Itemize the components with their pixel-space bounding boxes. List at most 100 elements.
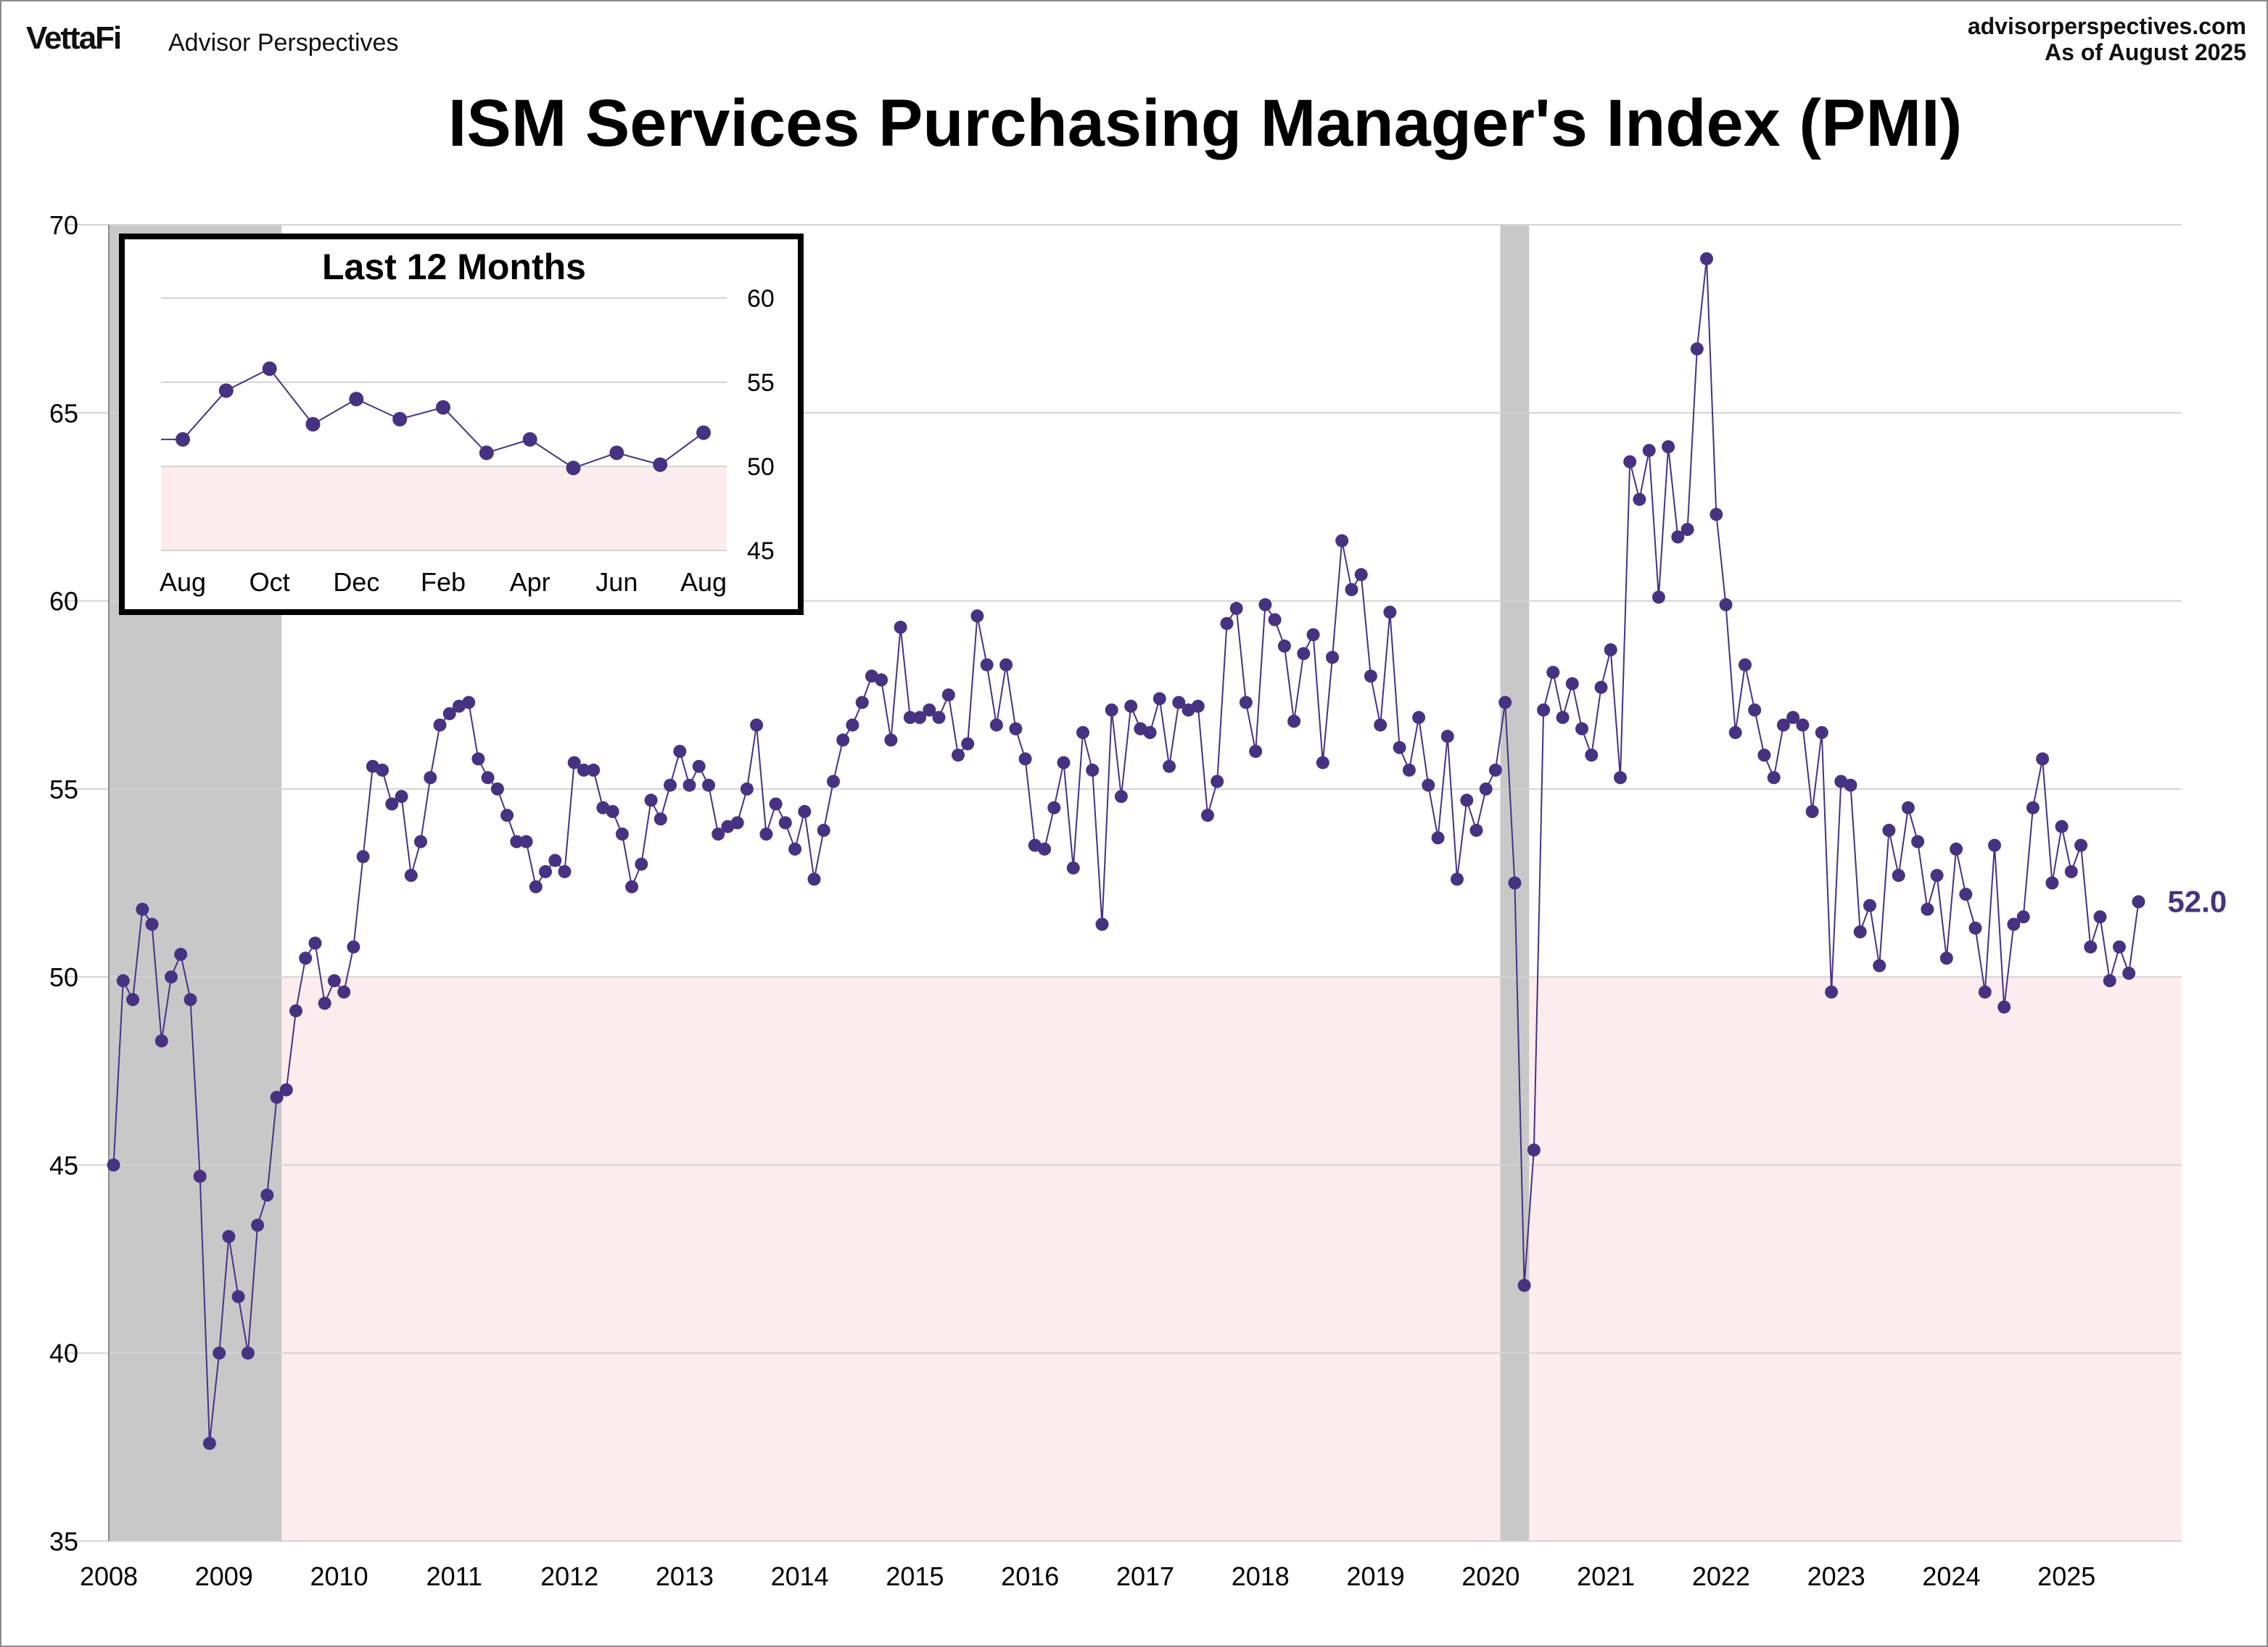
data-point: [165, 970, 178, 984]
data-point: [1124, 699, 1138, 713]
data-point: [241, 1346, 255, 1360]
data-point: [1585, 748, 1599, 762]
data-point: [1662, 440, 1675, 453]
data-point: [116, 974, 130, 988]
data-point: [1018, 752, 1032, 766]
x-tick-label-2017: 2017: [1116, 1561, 1174, 1591]
data-point: [1306, 628, 1320, 642]
data-point: [1681, 523, 1694, 536]
data-point: [875, 673, 888, 687]
data-point: [1863, 899, 1876, 912]
data-point: [2122, 967, 2136, 980]
data-point: [174, 948, 188, 961]
data-point: [433, 718, 447, 732]
last-value-label: 52.0: [2167, 884, 2227, 918]
data-point: [884, 733, 898, 747]
data-point: [644, 793, 658, 807]
data-point: [395, 790, 408, 804]
data-point: [356, 850, 370, 864]
data-point: [1451, 872, 1464, 886]
inset-data-point: [653, 457, 668, 472]
data-point: [894, 620, 907, 634]
data-point: [1009, 722, 1023, 735]
inset-y-tick-label-55: 55: [747, 369, 775, 397]
data-point: [1412, 711, 1426, 725]
data-point: [1335, 534, 1349, 548]
data-point: [1527, 1143, 1541, 1157]
data-point: [1249, 745, 1263, 758]
main-x-axis: 2008 2009 2010 2011 2012 2013 2014 2015 2016 2017…: [80, 1561, 2095, 1591]
data-point: [1575, 722, 1588, 735]
data-point: [855, 695, 869, 709]
inset-y-tick-label-60: 60: [747, 285, 775, 313]
data-point: [1748, 703, 1762, 717]
x-tick-label-2021: 2021: [1577, 1561, 1635, 1591]
data-point: [260, 1188, 274, 1202]
data-point: [1297, 647, 1311, 661]
data-point: [1402, 763, 1416, 777]
x-tick-label-2011: 2011: [426, 1561, 482, 1591]
data-point: [1853, 925, 1867, 938]
data-point: [1268, 613, 1282, 627]
data-point: [1517, 1279, 1531, 1292]
data-point: [702, 778, 715, 792]
data-point: [778, 816, 792, 830]
data-point: [740, 782, 754, 796]
data-point: [548, 854, 562, 867]
data-point: [653, 812, 667, 826]
x-tick-label-2024: 2024: [1922, 1561, 1980, 1591]
data-point: [1393, 740, 1406, 754]
data-point: [567, 756, 581, 769]
data-point: [471, 752, 485, 766]
data-point: [490, 782, 504, 796]
data-point: [213, 1346, 226, 1360]
data-point: [1220, 616, 1234, 630]
data-point: [730, 816, 744, 830]
data-point: [337, 985, 351, 999]
data-point: [2064, 864, 2078, 878]
x-tick-label-2020: 2020: [1461, 1561, 1519, 1591]
data-point: [1469, 823, 1483, 837]
data-point: [961, 737, 975, 751]
data-point: [154, 1034, 168, 1048]
data-point: [1719, 598, 1733, 611]
data-point: [1537, 703, 1551, 717]
data-point: [1776, 718, 1790, 732]
data-point: [1143, 726, 1157, 740]
data-point: [183, 993, 197, 1007]
data-point: [1258, 598, 1272, 611]
inset-data-point: [522, 432, 537, 447]
data-point: [827, 775, 840, 788]
data-point: [846, 718, 859, 732]
data-point: [1594, 680, 1608, 694]
x-tick-label-2025: 2025: [2037, 1561, 2095, 1591]
data-point: [1892, 869, 1905, 883]
data-point: [1038, 842, 1052, 856]
brand-name: Advisor Perspectives: [168, 29, 399, 57]
data-point: [577, 763, 590, 777]
data-point: [126, 993, 140, 1007]
data-point: [424, 771, 437, 785]
data-point: [136, 902, 149, 916]
as-of-date: As of August 2025: [2045, 39, 2246, 65]
data-point: [615, 827, 629, 841]
data-point: [1364, 669, 1377, 683]
data-point: [952, 748, 965, 762]
x-tick-label-2016: 2016: [1001, 1561, 1059, 1591]
x-tick-label-2023: 2023: [1807, 1561, 1865, 1591]
data-point: [673, 745, 687, 758]
data-point: [1239, 695, 1253, 709]
inset-title: Last 12 Months: [322, 247, 586, 287]
inset-frame: [119, 234, 804, 615]
data-point: [769, 797, 783, 811]
data-point: [1911, 835, 1925, 849]
data-point: [1873, 959, 1886, 973]
data-point: [1066, 861, 1080, 875]
y-tick-label-35: 35: [49, 1527, 78, 1556]
data-point: [107, 1158, 120, 1172]
data-point: [1556, 711, 1570, 725]
data-point: [1152, 692, 1166, 706]
data-point: [539, 864, 552, 878]
data-point: [2045, 876, 2059, 890]
inset-data-point: [436, 400, 450, 415]
